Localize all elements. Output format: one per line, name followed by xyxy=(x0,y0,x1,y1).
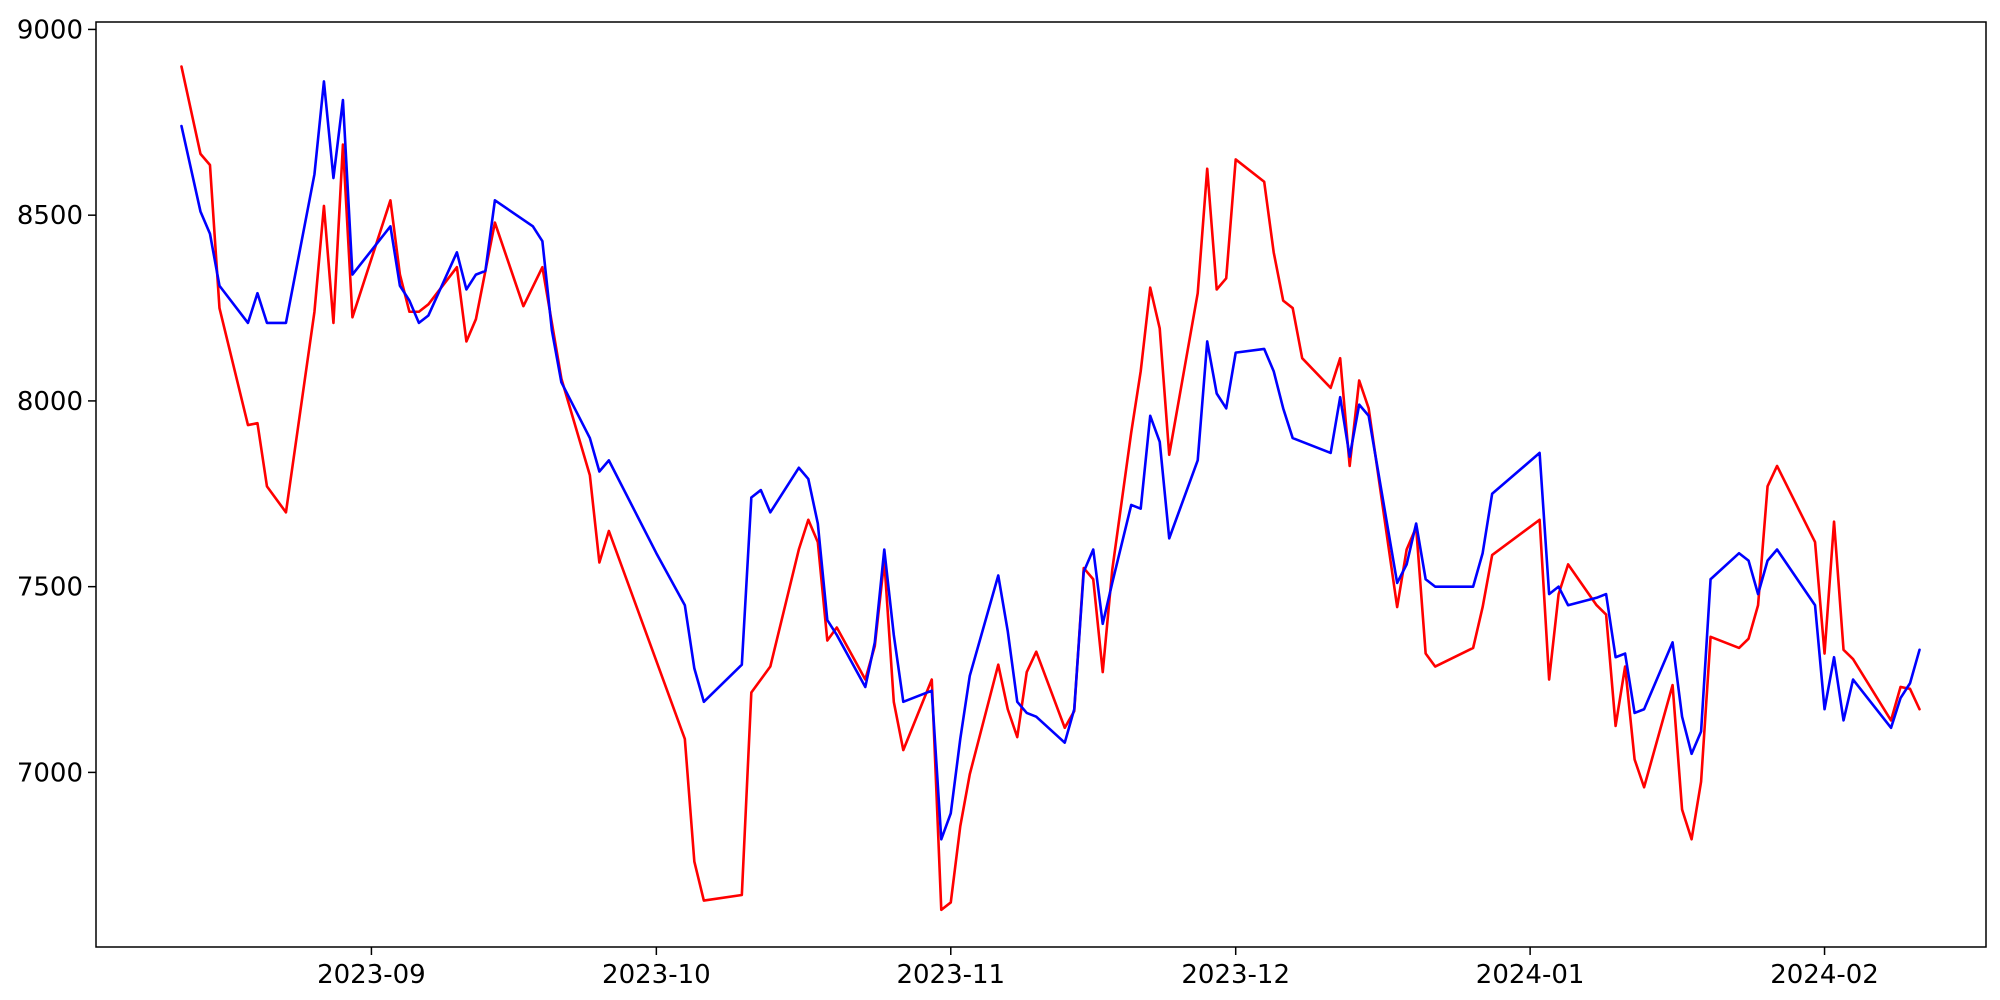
x-axis: 2023-09 2023-10 2023-11 2023-12 2024-01 2024-… xyxy=(317,947,1879,990)
y-tick-label: 7500 xyxy=(17,573,83,603)
x-tick-label: 2023-11 xyxy=(896,960,1005,990)
x-tick-label: 2023-12 xyxy=(1181,960,1290,990)
series-layer xyxy=(180,65,1921,912)
x-tick-label: 2024-02 xyxy=(1770,960,1879,990)
y-tick-label: 7000 xyxy=(17,758,83,788)
y-tick-label: 8500 xyxy=(17,201,83,231)
y-tick-label: 8000 xyxy=(17,387,83,417)
y-axis: 7000 7500 8000 8500 9000 xyxy=(17,15,96,788)
x-tick-label: 2023-10 xyxy=(602,960,711,990)
plot-frame xyxy=(95,21,1987,948)
y-tick-label: 9000 xyxy=(17,15,83,45)
series-line-2 xyxy=(180,80,1921,841)
series-line-1 xyxy=(180,65,1921,912)
x-tick-label: 2023-09 xyxy=(317,960,426,990)
x-tick-label: 2024-01 xyxy=(1476,960,1585,990)
